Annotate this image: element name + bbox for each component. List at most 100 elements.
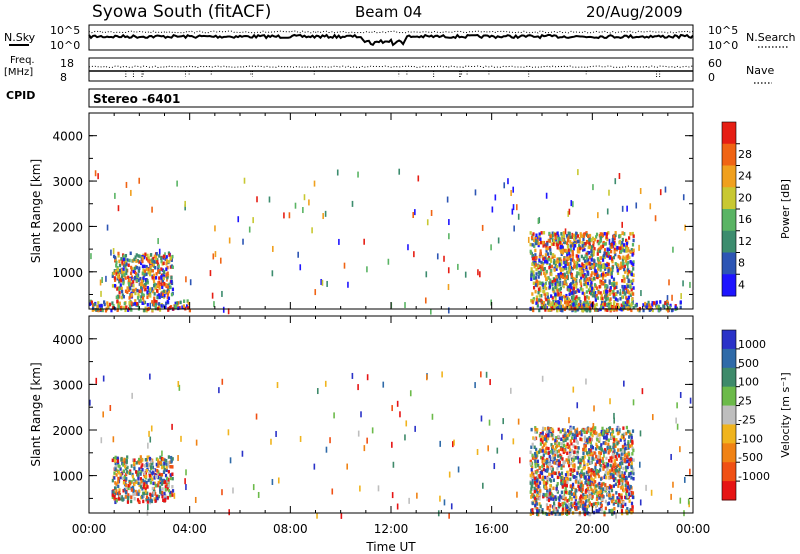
velocity-region-cell [572, 492, 575, 496]
power-region-cell [179, 300, 182, 305]
velocity-region-cell [171, 476, 174, 481]
power-region-cell [141, 271, 144, 275]
power-region-cell [123, 301, 126, 306]
velocity-region-cell [587, 429, 590, 433]
velocity-region-cell [565, 503, 568, 507]
velocity-region-cell [115, 473, 118, 477]
velocity-noise-cell [252, 484, 255, 491]
velocity-region-cell [587, 475, 591, 480]
velocity-region-cell [602, 436, 606, 440]
velocity-region-cell [145, 497, 148, 502]
power-region-cell [619, 297, 622, 301]
velocity-region-cell [604, 489, 607, 493]
velocity-region-cell [630, 435, 633, 440]
power-noise-cell [221, 290, 223, 297]
velocity-noise-cell [95, 377, 98, 384]
power-region-cell [548, 285, 551, 289]
power-region-cell [554, 285, 557, 290]
velocity-region-cell [150, 459, 153, 464]
velocity-region-cell [161, 487, 164, 491]
power-region-cell [631, 253, 634, 257]
velocity-region-cell [624, 487, 628, 491]
velocity-noise-cell [541, 375, 544, 382]
power-region-cell [122, 294, 125, 299]
power-region-cell [160, 259, 163, 264]
power-region-cell [618, 234, 621, 238]
velocity-region-cell [149, 465, 152, 469]
power-region-cell [564, 300, 567, 305]
power-region-cell [181, 305, 184, 309]
power-region-cell [607, 254, 611, 258]
power-region-cell [595, 294, 598, 298]
power-region-cell [566, 270, 569, 275]
power-region-cell [108, 302, 112, 307]
velocity-noise-cell [615, 512, 617, 519]
velocity-region-cell [610, 499, 614, 504]
power-region-cell [596, 296, 599, 300]
velocity-region-cell [142, 494, 145, 498]
velocity-region-cell [600, 443, 603, 447]
power-region-cell [596, 252, 599, 256]
power-region-cell [545, 259, 548, 264]
power-region-cell [575, 240, 578, 244]
velocity-region-cell [139, 477, 143, 481]
nsky-tick-top: 10^5 [50, 24, 80, 37]
velocity-region-cell [530, 468, 533, 472]
power-region-cell [529, 231, 532, 235]
power-region-cell [602, 240, 605, 245]
velocity-region-cell [618, 493, 621, 497]
velocity-region-cell [569, 477, 572, 482]
power-region-cell [578, 258, 581, 262]
power-region-cell [568, 254, 572, 258]
power-region-cell [590, 281, 593, 285]
power-noise-cell [668, 279, 670, 286]
power-region-cell [615, 302, 619, 307]
power-region-cell [129, 251, 132, 256]
power-region-cell [112, 271, 116, 275]
power-region-cell [593, 247, 596, 251]
velocity-region-cell [621, 433, 624, 438]
velocity-region-cell [126, 500, 130, 504]
velocity-region-cell [629, 432, 632, 437]
velocity-region-cell [608, 509, 611, 513]
velocity-region-cell [577, 460, 580, 464]
power-region-cell [573, 262, 576, 267]
power-region-cell [543, 289, 546, 294]
power-region-cell [539, 306, 542, 310]
power-region-cell [139, 299, 142, 303]
velocity-region-cell [552, 501, 556, 505]
velocity-region-cell [565, 491, 569, 495]
velocity-region-cell [111, 458, 114, 463]
power-region-cell [555, 306, 559, 310]
velocity-region-cell [552, 434, 555, 439]
velocity-noise-cell [516, 491, 518, 498]
velocity-noise-cell [651, 414, 654, 421]
velocity-region-cell [112, 490, 115, 494]
velocity-region-cell [627, 474, 631, 478]
velocity-noise-cell [366, 374, 369, 381]
power-region-cell [625, 241, 629, 246]
velocity-region-cell [562, 443, 566, 448]
power-region-cell [539, 281, 542, 286]
power-noise-cell [680, 293, 682, 300]
velocity-region-cell [576, 433, 579, 437]
velocity-noise-cell [405, 420, 408, 427]
power-region-cell [171, 254, 174, 259]
power-region-cell [542, 267, 545, 272]
velocity-region-cell [591, 480, 594, 485]
velocity-region-cell [625, 476, 628, 480]
velocity-region-cell [538, 481, 542, 485]
velocity-region-cell [541, 431, 544, 435]
power-noise-cell [110, 249, 112, 256]
velocity-region-cell [583, 463, 586, 468]
power-region-cell [554, 236, 557, 240]
power-region-cell [622, 301, 625, 305]
power-region-cell [134, 255, 137, 259]
velocity-region-cell [117, 484, 120, 489]
power-region-cell [548, 239, 551, 243]
power-region-cell [594, 269, 597, 273]
velocity-region-cell [590, 471, 593, 475]
velocity-region-cell [161, 478, 164, 483]
freq-label: Freq. [10, 55, 35, 66]
velocity-region-cell [628, 472, 631, 476]
